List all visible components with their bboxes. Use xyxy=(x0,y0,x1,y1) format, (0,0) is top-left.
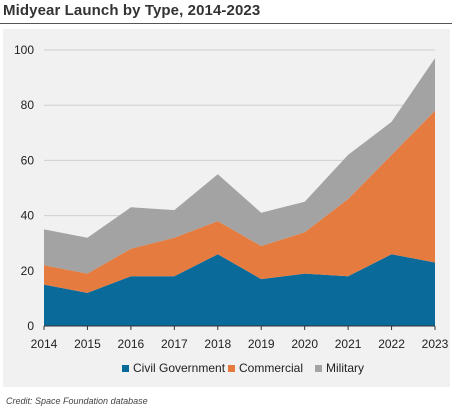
title-rule xyxy=(0,23,452,24)
x-tick-label: 2015 xyxy=(74,337,101,351)
x-tick-label: 2022 xyxy=(378,337,405,351)
stacked-areas xyxy=(44,58,435,326)
x-tick-label: 2018 xyxy=(204,337,231,351)
y-tick-label: 0 xyxy=(27,319,34,333)
x-tick-label: 2021 xyxy=(335,337,362,351)
legend-civil-government-label: Civil Government xyxy=(133,361,226,375)
legend-civil-government-swatch xyxy=(122,365,129,372)
y-tick-label: 20 xyxy=(21,264,35,278)
x-tick-label: 2014 xyxy=(31,337,58,351)
y-tick-label: 60 xyxy=(21,153,35,167)
x-tick-label: 2019 xyxy=(248,337,275,351)
area-military xyxy=(44,58,435,274)
y-tick-label: 40 xyxy=(21,209,35,223)
legend-military-swatch xyxy=(315,365,322,372)
y-tick-label: 100 xyxy=(14,43,34,57)
legend-commercial-swatch xyxy=(228,365,235,372)
legend-military-label: Military xyxy=(326,361,364,375)
credit-note: Credit: Space Foundation database xyxy=(6,396,148,406)
legend: Civil Government Commercial Military xyxy=(122,361,364,375)
area-commercial xyxy=(44,110,435,293)
legend-commercial-label: Commercial xyxy=(239,361,303,375)
area-civil-government xyxy=(44,254,435,326)
x-tick-labels: 2014 2015 2016 2017 2018 2019 2020 2021 2022 2023 xyxy=(31,326,449,351)
x-tick-label: 2020 xyxy=(291,337,318,351)
y-tick-labels: 0 20 40 60 80 100 xyxy=(14,43,34,333)
chart-title: Midyear Launch by Type, 2014-2023 xyxy=(3,2,261,19)
x-tick-label: 2023 xyxy=(422,337,449,351)
y-tick-label: 80 xyxy=(21,98,35,112)
x-tick-label: 2017 xyxy=(161,337,188,351)
x-tick-label: 2016 xyxy=(118,337,145,351)
